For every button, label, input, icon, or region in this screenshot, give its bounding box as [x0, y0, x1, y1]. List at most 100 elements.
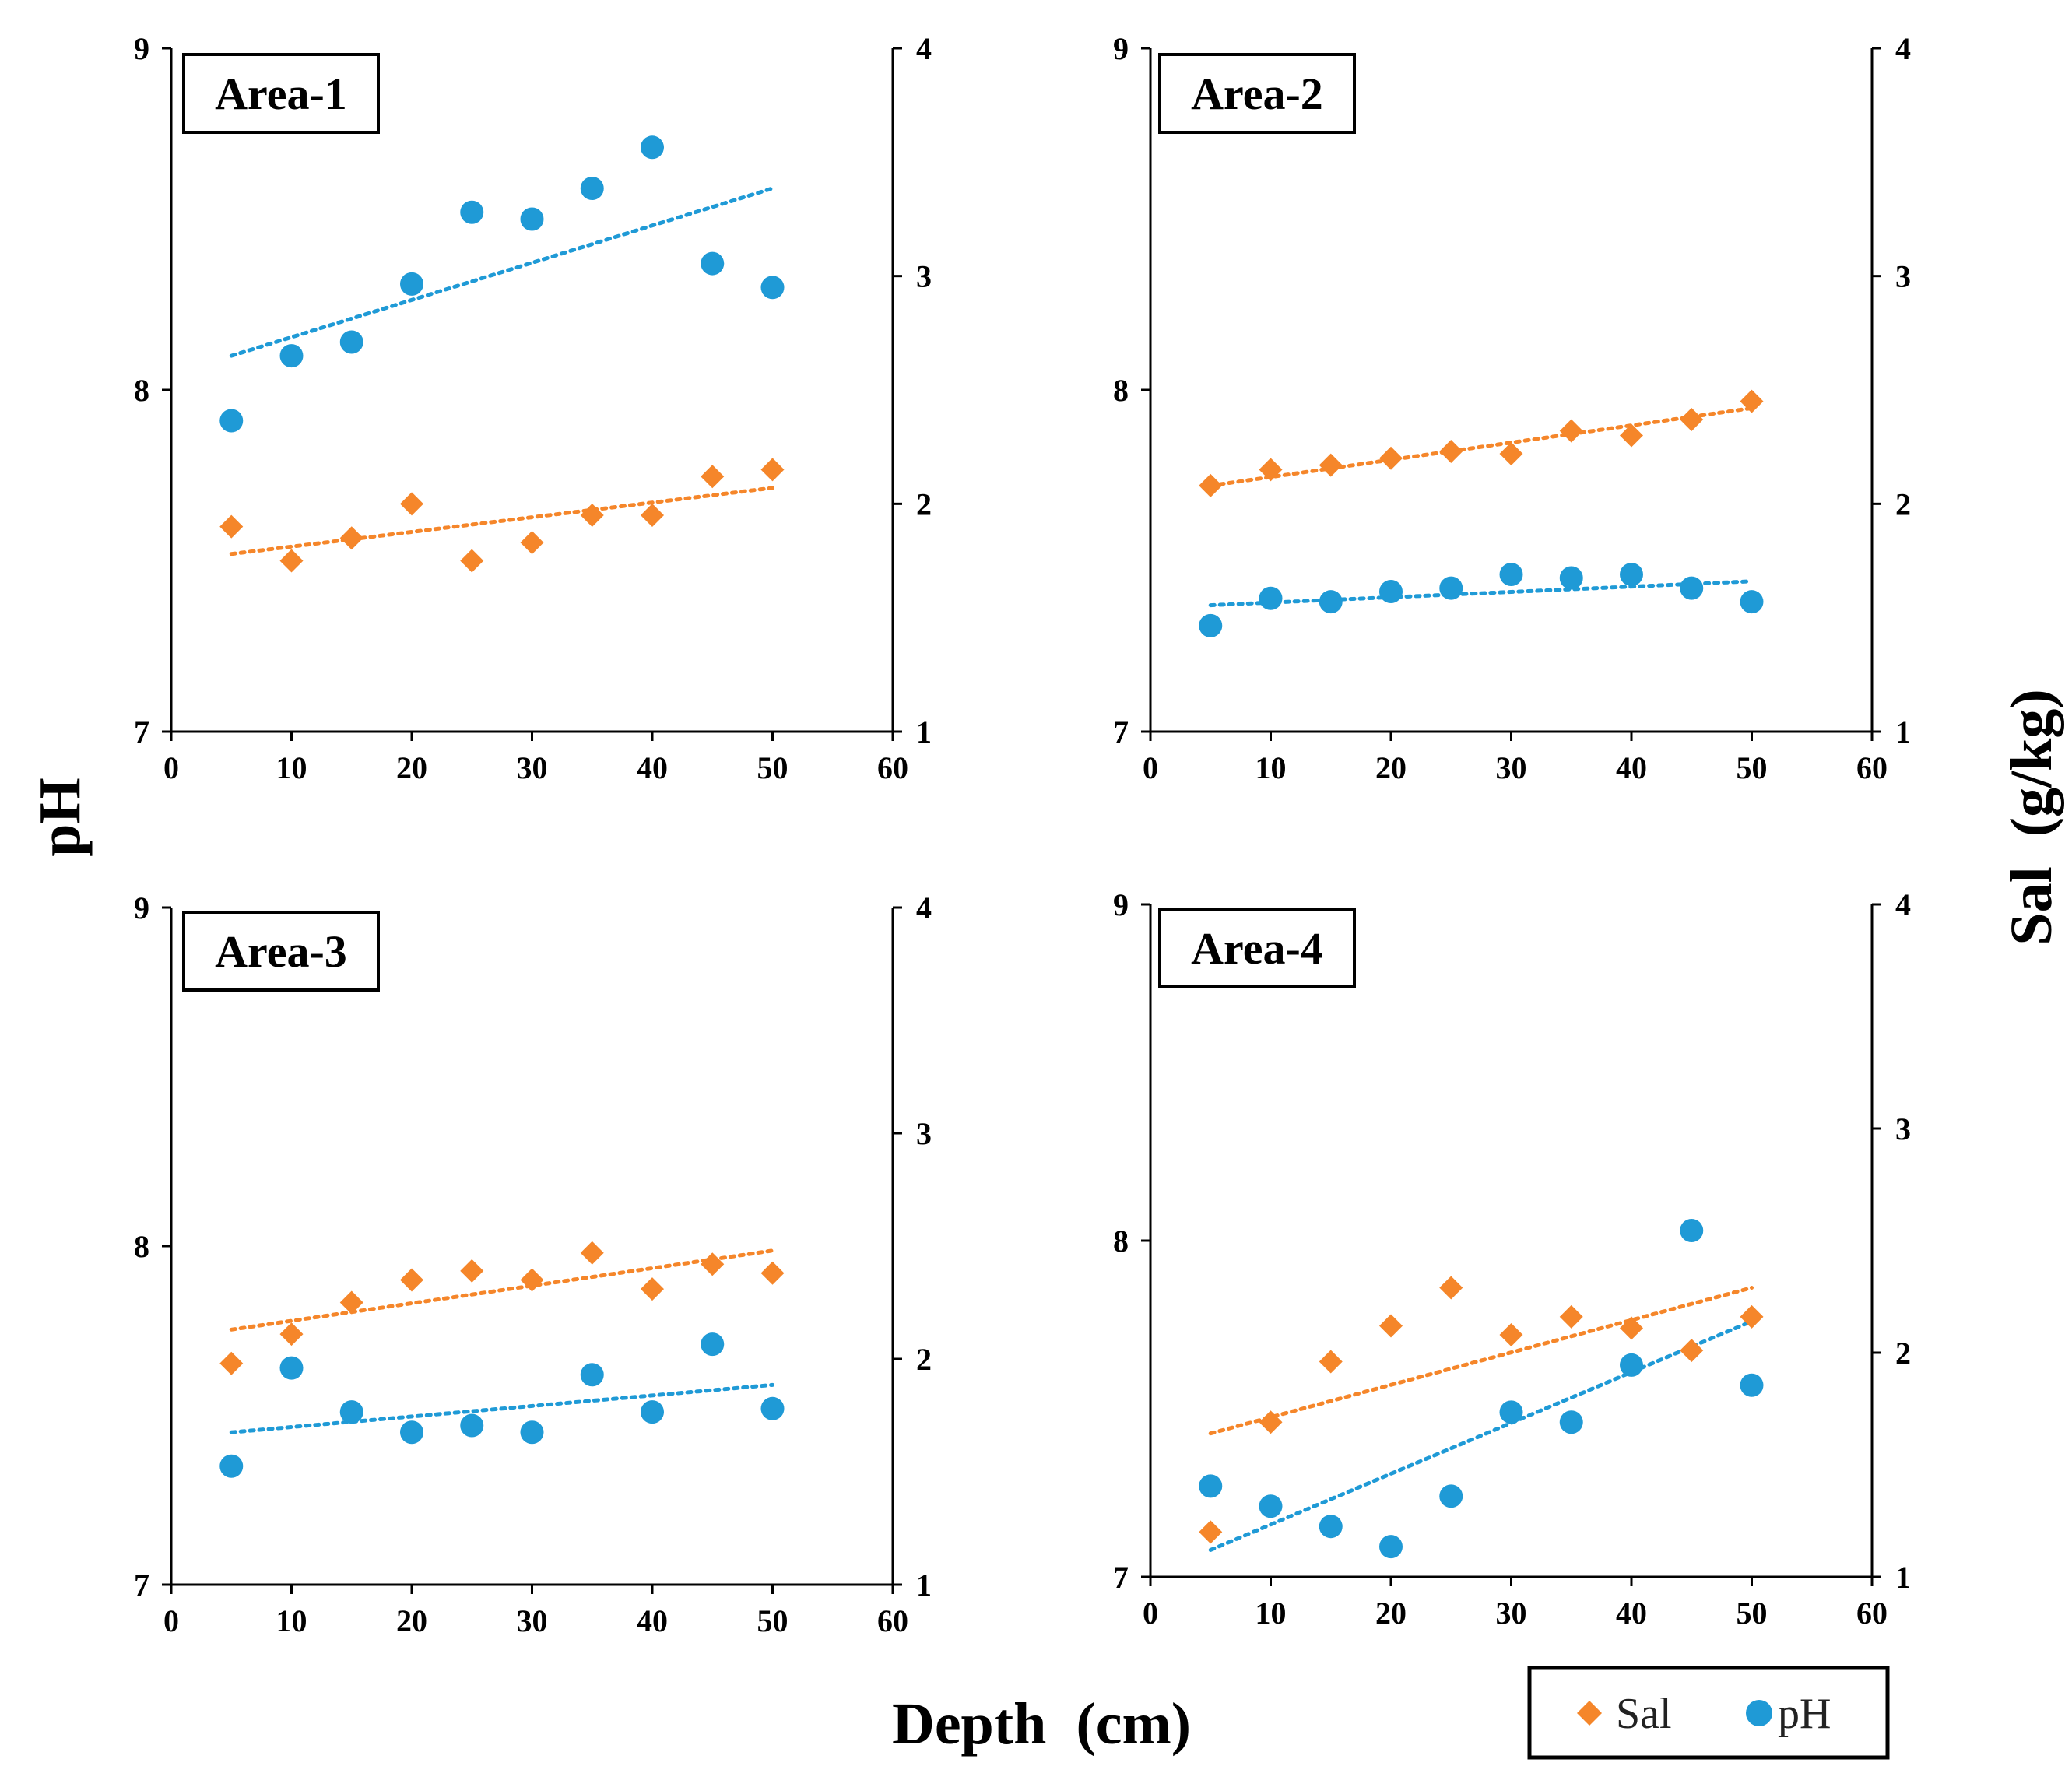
ph-point — [1740, 1373, 1764, 1397]
panel-area-2: 0 10 20 30 40 50 60 7 8 9 1 2 3 4 Area-2 — [1113, 31, 1911, 785]
ph-point — [1259, 1494, 1283, 1518]
ph-point — [520, 207, 544, 231]
sal-point — [580, 503, 604, 527]
y-right-tick-label: 1 — [916, 1568, 932, 1603]
y-right-tick-label: 4 — [1895, 887, 1911, 922]
sal-point — [580, 1241, 604, 1265]
y-right-tick-label: 2 — [916, 1342, 932, 1377]
sal-point — [1379, 446, 1403, 470]
x-tick-label: 30 — [517, 1603, 548, 1638]
ph-point — [1379, 1535, 1403, 1559]
sal-point — [1199, 1520, 1223, 1544]
ph-trend-line — [229, 186, 774, 358]
y-right-tick-label: 4 — [916, 890, 932, 925]
y-right-tick-label: 2 — [916, 486, 932, 521]
sal-point — [1740, 1304, 1764, 1329]
ph-point — [219, 1454, 244, 1478]
ph-point — [1439, 576, 1463, 600]
sal-point — [339, 1290, 363, 1315]
y-right-tick-label: 3 — [1895, 259, 1911, 294]
y-right-tick-label: 1 — [916, 714, 932, 750]
y-right-tick-label: 2 — [1895, 486, 1911, 521]
ph-point — [701, 1332, 725, 1357]
ph-point — [580, 1363, 604, 1387]
sal-point — [1559, 1304, 1583, 1329]
ph-point — [760, 276, 785, 300]
y-left-tick-label: 7 — [1113, 1560, 1129, 1595]
sal-point — [1379, 1314, 1403, 1338]
y-left-axis-title: pH — [27, 778, 93, 856]
x-tick-label: 30 — [517, 750, 548, 785]
ph-point — [1680, 576, 1704, 600]
sal-point — [1680, 1339, 1704, 1363]
ph-point — [1499, 1400, 1523, 1424]
sal-point — [1439, 440, 1463, 464]
sal-point — [1319, 453, 1343, 477]
sal-trend-line — [1208, 1285, 1754, 1436]
panel-area-4: 0 10 20 30 40 50 60 7 8 9 1 2 3 4 Area-4 — [1113, 887, 1911, 1631]
sal-point — [1319, 1350, 1343, 1374]
legend: Sal pH — [1527, 1666, 1890, 1760]
y-left-tick-label: 9 — [1113, 31, 1129, 66]
sal-point — [279, 1322, 304, 1346]
x-tick-label: 60 — [877, 750, 908, 785]
x-tick-label: 40 — [637, 750, 668, 785]
sal-point — [219, 514, 244, 539]
x-tick-label: 50 — [1737, 750, 1768, 785]
ph-point — [219, 409, 244, 433]
x-tick-label: 10 — [276, 1603, 307, 1638]
x-tick-label: 40 — [1616, 1596, 1647, 1631]
y-left-tick-label: 9 — [134, 31, 149, 66]
x-tick-label: 20 — [1375, 750, 1407, 785]
x-tick-label: 0 — [163, 750, 179, 785]
panel-label-box — [1158, 908, 1356, 988]
panel-area-1: 0 10 20 30 40 50 60 7 8 9 1 2 3 4 Area-1 — [134, 31, 932, 785]
sal-point — [400, 1268, 423, 1292]
y-left-tick-label: 9 — [134, 890, 149, 925]
ph-point — [1199, 613, 1223, 637]
ph-point — [1319, 590, 1343, 614]
legend-sal-label: Sal — [1616, 1690, 1672, 1738]
sal-point — [1259, 458, 1283, 482]
ph-point — [1199, 1474, 1223, 1498]
ph-point — [339, 330, 363, 354]
x-tick-label: 40 — [1616, 750, 1647, 785]
y-left-tick-label: 8 — [1113, 373, 1129, 408]
x-tick-label: 30 — [1496, 1596, 1527, 1631]
x-tick-label: 0 — [1143, 750, 1158, 785]
x-tick-label: 20 — [396, 1603, 427, 1638]
sal-point — [1559, 419, 1583, 443]
sal-trend-line — [229, 486, 774, 556]
x-tick-label: 0 — [163, 1603, 179, 1638]
y-left-tick-label: 9 — [1113, 887, 1129, 922]
sal-point — [339, 526, 363, 550]
sal-point — [701, 1252, 725, 1276]
legend-sal-marker — [1577, 1701, 1602, 1726]
ph-point — [460, 200, 484, 224]
ph-point — [1259, 586, 1283, 610]
ph-trend-line — [1208, 1319, 1754, 1552]
sal-point — [760, 458, 785, 482]
ph-point — [1680, 1219, 1704, 1243]
ph-point — [520, 1420, 544, 1445]
x-axis-title: Depth (cm) — [892, 1691, 1191, 1757]
sal-point — [1259, 1410, 1283, 1434]
ph-trend-line — [229, 1382, 774, 1434]
y-right-tick-label: 4 — [1895, 31, 1911, 66]
x-tick-label: 50 — [757, 1603, 788, 1638]
x-tick-label: 10 — [1255, 750, 1287, 785]
panel-label: Area-3 — [215, 926, 347, 977]
ph-trend-line — [1208, 579, 1754, 608]
y-right-tick-label: 3 — [916, 259, 932, 294]
sal-point — [1620, 423, 1643, 448]
ph-point — [760, 1396, 785, 1420]
sal-point — [1620, 1316, 1643, 1340]
panel-label: Area-1 — [215, 68, 347, 119]
ph-point — [1620, 1353, 1643, 1377]
y-left-tick-label: 8 — [1113, 1224, 1129, 1259]
sal-point — [460, 1259, 484, 1283]
sal-point — [641, 503, 664, 527]
y-right-tick-label: 3 — [1895, 1111, 1911, 1146]
